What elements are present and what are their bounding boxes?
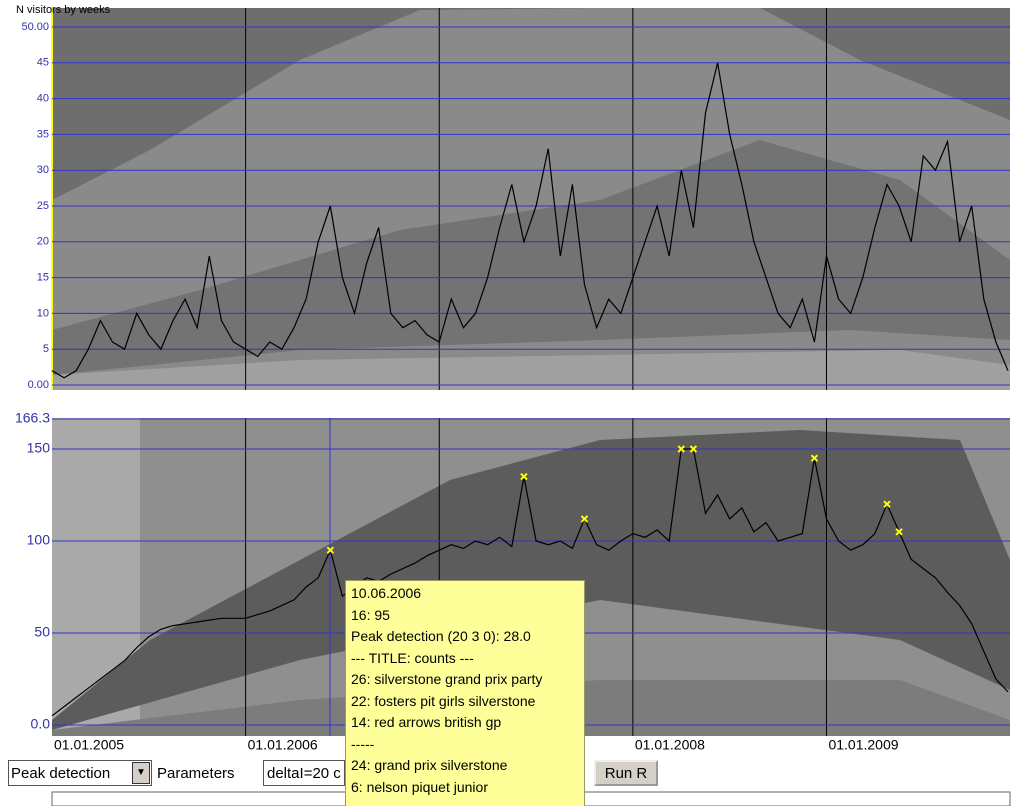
y-tick-label: 50.00 [21,21,49,33]
parameters-input[interactable]: deltaI=20 c [263,760,345,786]
y-tick-label: 35 [37,128,49,140]
data-line [51,62,1009,379]
y-tick-label: 20 [37,236,49,248]
tooltip-line: --- TITLE: counts --- [351,649,474,666]
peak-marker [326,546,335,554]
dropdown-arrow[interactable]: ▼ [132,762,150,784]
x-tick-label: 01.01.2009 [828,737,898,753]
y-tick-label: 0.00 [28,379,49,391]
tooltip-line: 10.06.2006 [351,585,422,601]
y-tick-label: 0.0 [31,716,51,732]
tooltip-line: ----- [351,735,375,752]
tooltip-line: 16: 95 [351,606,390,623]
y-tick-label: 15 [37,272,49,284]
tooltip-line: Peak detection (20 3 0): 28.0 [351,628,531,644]
peak-marker [520,472,528,481]
tooltip-line: 14: red arrows british gp [351,714,502,730]
y-tick-label: 5 [43,343,49,355]
peak-marker [580,515,589,523]
y-tick-label: 100 [27,532,51,548]
tooltip-line: 26: silverstone grand prix party [351,671,543,687]
y-tick-label: 166.3 [15,410,50,426]
peak-marker [677,445,685,453]
dropdown-value: Peak detection [11,764,111,782]
band [52,350,1010,390]
y-tick-label: 30 [37,164,49,176]
x-tick-label: 01.01.2008 [635,737,705,753]
x-tick-label: 01.01.2005 [54,737,124,753]
y-tick-label: 45 [37,57,49,69]
band [52,8,1010,200]
tooltip-line: 6: nelson piquet junior [351,778,488,795]
y-tick-label: 40 [37,93,49,105]
run-button[interactable]: Run R [594,760,658,786]
peak-marker [895,528,903,536]
y-tick-label: 50 [34,624,50,640]
parameters-label: Parameters [157,764,235,782]
method-dropdown[interactable]: Peak detection ▼ [8,760,152,786]
band [52,140,1010,375]
x-tick-label: 01.01.2006 [248,737,318,753]
tooltip-line: 22: fosters pit girls silverstone [351,692,536,709]
chart-title: N visitors by weeks [16,4,111,16]
peak-marker [883,500,891,508]
peak-marker [689,445,698,453]
tooltip: 10.06.2006 16: 95 Peak detection (20 3 0):… [345,580,585,806]
y-tick-label: 10 [37,307,49,319]
tooltip-line: 24: grand prix silverstone [351,757,508,773]
data-line [51,448,1009,717]
y-tick-label: 25 [37,200,49,212]
peak-marker [810,454,819,462]
y-tick-label: 150 [27,440,51,456]
